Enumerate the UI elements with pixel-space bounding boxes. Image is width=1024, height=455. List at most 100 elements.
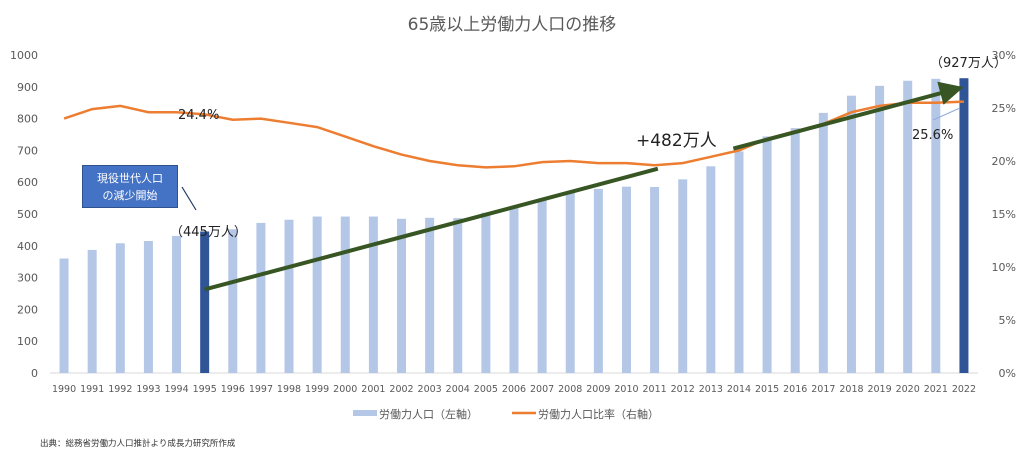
- x-tick-label: 2021: [924, 384, 948, 395]
- left-tick-label: 500: [17, 208, 38, 221]
- x-tick-label: 2020: [896, 384, 920, 395]
- x-tick-label: 2012: [671, 384, 695, 395]
- callout-line2: の減少開始: [102, 189, 158, 202]
- callout-leader: [181, 186, 197, 211]
- trend-arrow-head-segment: [732, 81, 964, 151]
- ratio-label-1995: 24.4%: [178, 108, 219, 123]
- x-tick-label: 1997: [249, 384, 273, 395]
- left-tick-label: 1000: [10, 49, 38, 62]
- right-tick-label: 0%: [999, 367, 1016, 380]
- x-tick-label: 2002: [389, 384, 413, 395]
- callout-box: 現役世代人口 の減少開始: [82, 165, 178, 208]
- x-tick-label: 1993: [136, 384, 160, 395]
- label-2022: （927万人）: [930, 56, 1007, 71]
- bar-2009: [593, 188, 603, 373]
- bar-1994: [172, 235, 182, 373]
- left-tick-label: 800: [17, 113, 38, 126]
- bar-1990: [59, 258, 69, 373]
- right-tick-label: 15%: [992, 208, 1016, 221]
- bar-1995: [200, 231, 210, 373]
- x-tick-label: 1998: [277, 384, 301, 395]
- left-tick-label: 700: [17, 144, 38, 157]
- bar-2022: [959, 78, 969, 374]
- left-tick-label: 100: [17, 335, 38, 348]
- bar-1997: [256, 222, 266, 373]
- right-tick-label: 10%: [992, 261, 1016, 274]
- x-tick-label: 2015: [755, 384, 779, 395]
- legend-label-bar: 労働力人口（左軸）: [379, 407, 478, 421]
- bar-2006: [509, 207, 519, 373]
- x-tick-label: 2014: [727, 384, 751, 395]
- x-tick-label: 2008: [558, 384, 582, 395]
- x-tick-label: 1991: [80, 384, 104, 395]
- x-tick-label: 1995: [193, 384, 217, 395]
- bar-2017: [818, 112, 828, 373]
- left-tick-label: 0: [31, 367, 38, 380]
- left-tick-label: 600: [17, 176, 38, 189]
- x-tick-label: 2011: [643, 384, 667, 395]
- legend: 労働力人口（左軸） 労働力人口比率（右軸）: [353, 407, 659, 421]
- bar-2010: [621, 186, 631, 373]
- x-tick-label: 2000: [333, 384, 357, 395]
- left-tick-label: 400: [17, 240, 38, 253]
- ratio-label-2022: 25.6%: [912, 128, 953, 143]
- bar-2002: [397, 218, 407, 373]
- bar-2007: [537, 198, 547, 373]
- label-1995: （445万人）: [170, 225, 247, 240]
- bar-2012: [678, 179, 688, 373]
- callout-line1: 現役世代人口: [97, 172, 163, 185]
- right-tick-label: 30%: [992, 49, 1016, 62]
- x-axis: 1990 1991 1992 1993 1994 1995 1996 1997 1998 1999…: [52, 384, 976, 395]
- legend-label-line: 労働力人口比率（右軸）: [538, 407, 659, 421]
- right-axis: 0% 5% 10% 15% 20% 25% 30%: [992, 49, 1016, 380]
- left-tick-label: 200: [17, 303, 38, 316]
- x-tick-label: 2017: [811, 384, 835, 395]
- x-tick-label: 2005: [474, 384, 498, 395]
- bar-2013: [706, 166, 716, 373]
- bar-1991: [87, 249, 97, 373]
- chart-title: 65歳以上労働力人口の推移: [408, 15, 617, 35]
- x-tick-label: 2016: [783, 384, 807, 395]
- x-tick-label: 2004: [446, 384, 470, 395]
- bar-series: [59, 78, 969, 374]
- bar-2015: [762, 136, 772, 373]
- bar-1993: [143, 241, 153, 373]
- bar-2004: [453, 218, 463, 373]
- trend-arrow: [204, 166, 659, 292]
- bar-2011: [650, 186, 660, 373]
- x-tick-label: 1992: [108, 384, 132, 395]
- x-tick-label: 2009: [586, 384, 610, 395]
- x-tick-label: 1996: [221, 384, 245, 395]
- bar-2001: [368, 216, 378, 373]
- x-tick-label: 2022: [952, 384, 976, 395]
- bar-2003: [425, 217, 435, 373]
- bar-2021: [931, 78, 941, 373]
- x-tick-label: 1999: [305, 384, 329, 395]
- bar-2016: [790, 128, 800, 373]
- ratio-label-2022-leader: [932, 107, 961, 121]
- bar-2000: [340, 216, 350, 373]
- bar-1996: [228, 229, 238, 373]
- bar-1999: [312, 216, 322, 373]
- bar-2018: [846, 95, 856, 373]
- x-tick-label: 2010: [614, 384, 638, 395]
- bar-2020: [903, 80, 913, 374]
- x-tick-label: 2007: [530, 384, 554, 395]
- x-tick-label: 2019: [867, 384, 891, 395]
- x-tick-label: 2003: [418, 384, 442, 395]
- right-tick-label: 20%: [992, 155, 1016, 168]
- bar-2005: [481, 212, 491, 373]
- bar-1998: [284, 219, 294, 373]
- x-tick-label: 2006: [502, 384, 526, 395]
- bar-2008: [565, 193, 575, 373]
- x-tick-label: 2013: [699, 384, 723, 395]
- right-tick-label: 5%: [999, 314, 1016, 327]
- legend-swatch-bar: [353, 410, 377, 416]
- x-tick-label: 1994: [164, 384, 188, 395]
- x-tick-label: 2001: [361, 384, 385, 395]
- left-tick-label: 900: [17, 81, 38, 94]
- increase-label-bg: [632, 127, 732, 151]
- right-tick-label: 25%: [992, 102, 1016, 115]
- bar-2014: [734, 151, 744, 373]
